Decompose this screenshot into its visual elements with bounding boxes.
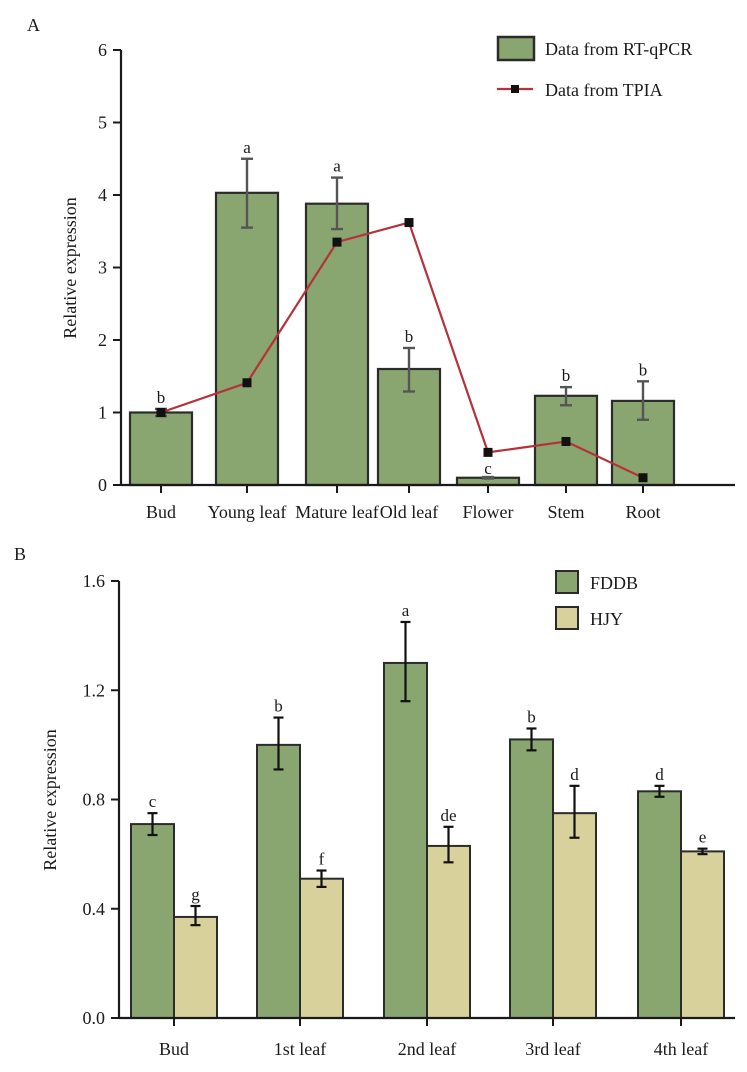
significance-label: b xyxy=(405,327,414,346)
x-tick-label: Flower xyxy=(463,502,514,522)
y-tick-label: 0.0 xyxy=(83,1008,106,1028)
panel-b-error-bars xyxy=(147,620,708,927)
x-tick-label: Bud xyxy=(146,502,176,522)
marker-tpia xyxy=(332,237,342,247)
y-tick-label: 3 xyxy=(98,258,107,278)
significance-label: b xyxy=(157,388,166,407)
panel-b-bars xyxy=(130,661,725,1020)
bar-fddb xyxy=(383,661,428,1019)
legend-label-hjy: HJY xyxy=(590,609,623,629)
bar-rt-qpcr xyxy=(128,411,194,487)
marker-tpia xyxy=(638,473,648,483)
y-tick-label: 0.8 xyxy=(83,790,106,810)
panel-a-x-ticks: Bud Young leaf Mature leaf Old leaf Flower St… xyxy=(146,485,661,522)
x-tick-label: 4th leaf xyxy=(654,1039,708,1059)
significance-label: a xyxy=(402,601,410,620)
panel-a-legend: Data from RT-qPCR Data from TPIA xyxy=(496,35,692,100)
x-tick-label: Stem xyxy=(547,502,584,522)
y-tick-label: 1 xyxy=(98,403,107,423)
y-tick-label: 4 xyxy=(98,185,107,205)
significance-label: g xyxy=(191,885,200,904)
panel-a-significance-labels: b a a b c b b xyxy=(157,138,648,478)
marker-tpia xyxy=(242,378,252,388)
bar-hjy xyxy=(173,915,218,1019)
significance-label: f xyxy=(319,850,325,869)
significance-label: d xyxy=(570,765,579,784)
legend-label-fddb: FDDB xyxy=(590,573,638,593)
significance-label: b xyxy=(562,366,571,385)
bar-fddb xyxy=(256,743,301,1019)
x-tick-label: Old leaf xyxy=(380,502,438,522)
significance-label: de xyxy=(440,806,456,825)
x-tick-label: Young leaf xyxy=(208,502,287,522)
y-tick-label: 1.6 xyxy=(83,571,106,591)
y-tick-label: 2 xyxy=(98,330,107,350)
marker-tpia xyxy=(156,408,166,417)
y-tick-label: 0.4 xyxy=(83,899,106,919)
panel-a-line-series xyxy=(156,218,648,483)
bar-hjy xyxy=(680,850,725,1019)
legend-swatch-rt-qpcr xyxy=(496,35,536,62)
significance-label: a xyxy=(243,138,251,157)
x-tick-label: Mature leaf xyxy=(295,502,378,522)
significance-label: c xyxy=(484,459,492,478)
marker-tpia xyxy=(561,437,571,446)
x-tick-label: Bud xyxy=(159,1039,189,1059)
legend-swatch-hjy xyxy=(555,606,579,630)
x-tick-label: 1st leaf xyxy=(274,1039,326,1059)
x-tick-label: 2nd leaf xyxy=(398,1039,456,1059)
bar-fddb xyxy=(509,738,554,1019)
panel-a-y-ticks: 0 1 2 3 4 5 6 xyxy=(98,40,121,495)
panel-a-axes xyxy=(119,50,735,487)
legend-label-tpia: Data from TPIA xyxy=(545,80,663,100)
bar-hjy xyxy=(426,844,471,1020)
panel-a-y-axis-title: Relative expression xyxy=(60,197,80,338)
y-tick-label: 5 xyxy=(98,113,107,133)
bar-rt-qpcr xyxy=(214,191,280,487)
bar-hjy xyxy=(299,877,344,1019)
bar-hjy xyxy=(552,812,597,1019)
panel-a-label: A xyxy=(27,15,40,35)
panel-a-bars xyxy=(128,191,676,487)
marker-tpia xyxy=(404,218,414,228)
panel-b-x-ticks: Bud 1st leaf 2nd leaf 3rd leaf 4th leaf xyxy=(159,1018,708,1059)
significance-label: a xyxy=(333,157,341,176)
panel-b-y-ticks: 0.0 0.4 0.8 1.2 1.6 xyxy=(83,571,119,1028)
x-tick-label: Root xyxy=(625,502,660,522)
panel-b-legend: FDDB HJY xyxy=(555,570,638,630)
marker-tpia xyxy=(483,447,493,457)
bar-fddb xyxy=(637,790,682,1020)
y-tick-label: 6 xyxy=(98,40,107,60)
legend-swatch-fddb xyxy=(555,570,579,594)
panel-b-y-axis-title: Relative expression xyxy=(40,729,60,870)
panel-b: B Relative expression 0.0 0.4 0.8 1.2 1.6 c b… xyxy=(14,544,735,1059)
panel-b-label: B xyxy=(14,544,26,564)
significance-label: b xyxy=(274,697,283,716)
significance-label: b xyxy=(527,707,536,726)
panel-a: A Relative expression 0 1 2 3 4 5 6 b a a b c b b Bu… xyxy=(27,15,735,522)
bar-fddb xyxy=(130,823,175,1019)
x-tick-label: 3rd leaf xyxy=(525,1039,580,1059)
y-tick-label: 1.2 xyxy=(83,680,106,700)
legend-label-rt-qpcr: Data from RT-qPCR xyxy=(545,39,692,59)
legend-marker-tpia xyxy=(511,85,519,93)
y-tick-label: 0 xyxy=(98,475,107,495)
significance-label: c xyxy=(149,792,157,811)
significance-label: b xyxy=(639,360,648,379)
significance-label: d xyxy=(655,765,664,784)
significance-label: e xyxy=(699,828,707,847)
